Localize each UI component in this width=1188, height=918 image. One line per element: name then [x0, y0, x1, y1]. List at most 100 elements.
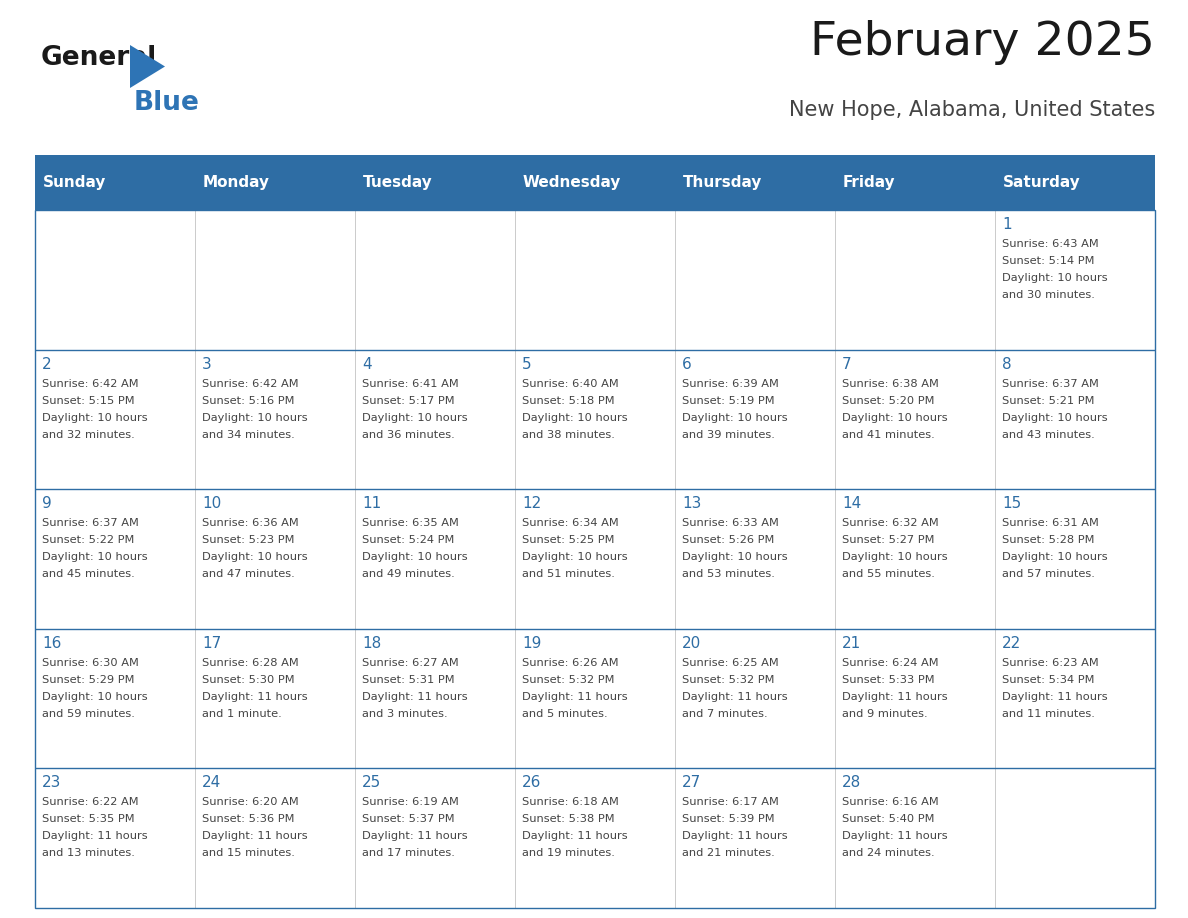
Text: Sunset: 5:33 PM: Sunset: 5:33 PM: [842, 675, 935, 685]
Bar: [355, 210, 516, 350]
Text: 17: 17: [202, 636, 221, 651]
Text: Sunrise: 6:32 AM: Sunrise: 6:32 AM: [842, 518, 939, 528]
Text: February 2025: February 2025: [810, 20, 1155, 65]
Text: 4: 4: [362, 356, 372, 372]
Bar: [996, 768, 1155, 908]
Bar: [195, 350, 355, 489]
Bar: [516, 350, 675, 489]
Text: Daylight: 10 hours: Daylight: 10 hours: [202, 553, 308, 562]
Text: Daylight: 10 hours: Daylight: 10 hours: [1001, 273, 1107, 283]
Text: 19: 19: [522, 636, 542, 651]
Text: and 9 minutes.: and 9 minutes.: [842, 709, 928, 719]
Bar: [675, 629, 835, 768]
Bar: [34, 210, 1155, 908]
Text: Sunset: 5:39 PM: Sunset: 5:39 PM: [682, 814, 775, 824]
Bar: [996, 629, 1155, 768]
Text: and 41 minutes.: and 41 minutes.: [842, 430, 935, 440]
Bar: [355, 350, 516, 489]
Bar: [195, 629, 355, 768]
Text: Sunrise: 6:26 AM: Sunrise: 6:26 AM: [522, 658, 619, 667]
Text: Sunset: 5:35 PM: Sunset: 5:35 PM: [42, 814, 134, 824]
Text: Sunrise: 6:22 AM: Sunrise: 6:22 AM: [42, 798, 139, 808]
Text: Sunset: 5:32 PM: Sunset: 5:32 PM: [522, 675, 614, 685]
Text: 10: 10: [202, 497, 221, 511]
Text: and 24 minutes.: and 24 minutes.: [842, 848, 935, 858]
Bar: [996, 489, 1155, 629]
Text: Sunrise: 6:42 AM: Sunrise: 6:42 AM: [202, 378, 298, 388]
Text: Daylight: 10 hours: Daylight: 10 hours: [682, 553, 788, 562]
Text: Daylight: 11 hours: Daylight: 11 hours: [362, 832, 468, 842]
Text: Sunrise: 6:43 AM: Sunrise: 6:43 AM: [1001, 239, 1099, 249]
Bar: [34, 210, 195, 350]
Text: 21: 21: [842, 636, 861, 651]
Text: 25: 25: [362, 776, 381, 790]
Text: 3: 3: [202, 356, 211, 372]
Text: and 1 minute.: and 1 minute.: [202, 709, 282, 719]
Text: Sunday: Sunday: [43, 175, 107, 190]
Text: and 13 minutes.: and 13 minutes.: [42, 848, 135, 858]
Text: Sunset: 5:25 PM: Sunset: 5:25 PM: [522, 535, 614, 545]
Text: and 7 minutes.: and 7 minutes.: [682, 709, 767, 719]
Bar: [835, 629, 996, 768]
Text: Sunset: 5:17 PM: Sunset: 5:17 PM: [362, 396, 455, 406]
Text: and 32 minutes.: and 32 minutes.: [42, 430, 134, 440]
Text: Daylight: 10 hours: Daylight: 10 hours: [202, 412, 308, 422]
Text: Daylight: 11 hours: Daylight: 11 hours: [362, 692, 468, 701]
Text: Tuesday: Tuesday: [364, 175, 432, 190]
Bar: [835, 489, 996, 629]
Bar: [34, 629, 195, 768]
Text: Sunset: 5:30 PM: Sunset: 5:30 PM: [202, 675, 295, 685]
Text: Daylight: 10 hours: Daylight: 10 hours: [1001, 412, 1107, 422]
Text: 22: 22: [1001, 636, 1022, 651]
Bar: [675, 489, 835, 629]
Text: Daylight: 10 hours: Daylight: 10 hours: [842, 412, 948, 422]
Text: Sunset: 5:14 PM: Sunset: 5:14 PM: [1001, 256, 1094, 266]
Text: Sunset: 5:37 PM: Sunset: 5:37 PM: [362, 814, 455, 824]
Text: Daylight: 11 hours: Daylight: 11 hours: [42, 832, 147, 842]
Text: Sunset: 5:23 PM: Sunset: 5:23 PM: [202, 535, 295, 545]
Text: Friday: Friday: [843, 175, 896, 190]
Text: and 49 minutes.: and 49 minutes.: [362, 569, 455, 579]
Text: Daylight: 10 hours: Daylight: 10 hours: [842, 553, 948, 562]
Text: Thursday: Thursday: [683, 175, 763, 190]
Text: 2: 2: [42, 356, 51, 372]
Text: Sunset: 5:29 PM: Sunset: 5:29 PM: [42, 675, 134, 685]
Text: and 5 minutes.: and 5 minutes.: [522, 709, 607, 719]
Text: 6: 6: [682, 356, 691, 372]
Text: and 45 minutes.: and 45 minutes.: [42, 569, 134, 579]
Text: and 59 minutes.: and 59 minutes.: [42, 709, 135, 719]
Bar: [516, 768, 675, 908]
Text: and 36 minutes.: and 36 minutes.: [362, 430, 455, 440]
Text: Daylight: 11 hours: Daylight: 11 hours: [682, 692, 788, 701]
Text: Daylight: 11 hours: Daylight: 11 hours: [522, 832, 627, 842]
Text: Daylight: 10 hours: Daylight: 10 hours: [42, 692, 147, 701]
Text: Daylight: 11 hours: Daylight: 11 hours: [842, 692, 948, 701]
Text: Sunset: 5:38 PM: Sunset: 5:38 PM: [522, 814, 614, 824]
Text: Sunrise: 6:23 AM: Sunrise: 6:23 AM: [1001, 658, 1099, 667]
Text: Saturday: Saturday: [1003, 175, 1081, 190]
Text: Daylight: 10 hours: Daylight: 10 hours: [522, 553, 627, 562]
Text: Wednesday: Wednesday: [523, 175, 621, 190]
Text: Sunset: 5:20 PM: Sunset: 5:20 PM: [842, 396, 935, 406]
Text: 15: 15: [1001, 497, 1022, 511]
Bar: [996, 210, 1155, 350]
Text: Daylight: 10 hours: Daylight: 10 hours: [682, 412, 788, 422]
Bar: [355, 489, 516, 629]
Bar: [516, 629, 675, 768]
Text: Sunset: 5:28 PM: Sunset: 5:28 PM: [1001, 535, 1094, 545]
Bar: [675, 210, 835, 350]
Text: Sunset: 5:34 PM: Sunset: 5:34 PM: [1001, 675, 1094, 685]
Text: Sunrise: 6:25 AM: Sunrise: 6:25 AM: [682, 658, 779, 667]
Bar: [34, 489, 195, 629]
Text: and 19 minutes.: and 19 minutes.: [522, 848, 615, 858]
Text: Daylight: 10 hours: Daylight: 10 hours: [1001, 553, 1107, 562]
Text: Sunrise: 6:20 AM: Sunrise: 6:20 AM: [202, 798, 298, 808]
Bar: [34, 768, 195, 908]
Text: New Hope, Alabama, United States: New Hope, Alabama, United States: [789, 100, 1155, 120]
Text: Daylight: 10 hours: Daylight: 10 hours: [522, 412, 627, 422]
Text: Sunrise: 6:19 AM: Sunrise: 6:19 AM: [362, 798, 459, 808]
Text: Sunrise: 6:36 AM: Sunrise: 6:36 AM: [202, 518, 298, 528]
Text: Sunset: 5:22 PM: Sunset: 5:22 PM: [42, 535, 134, 545]
Text: 5: 5: [522, 356, 531, 372]
Text: and 38 minutes.: and 38 minutes.: [522, 430, 615, 440]
